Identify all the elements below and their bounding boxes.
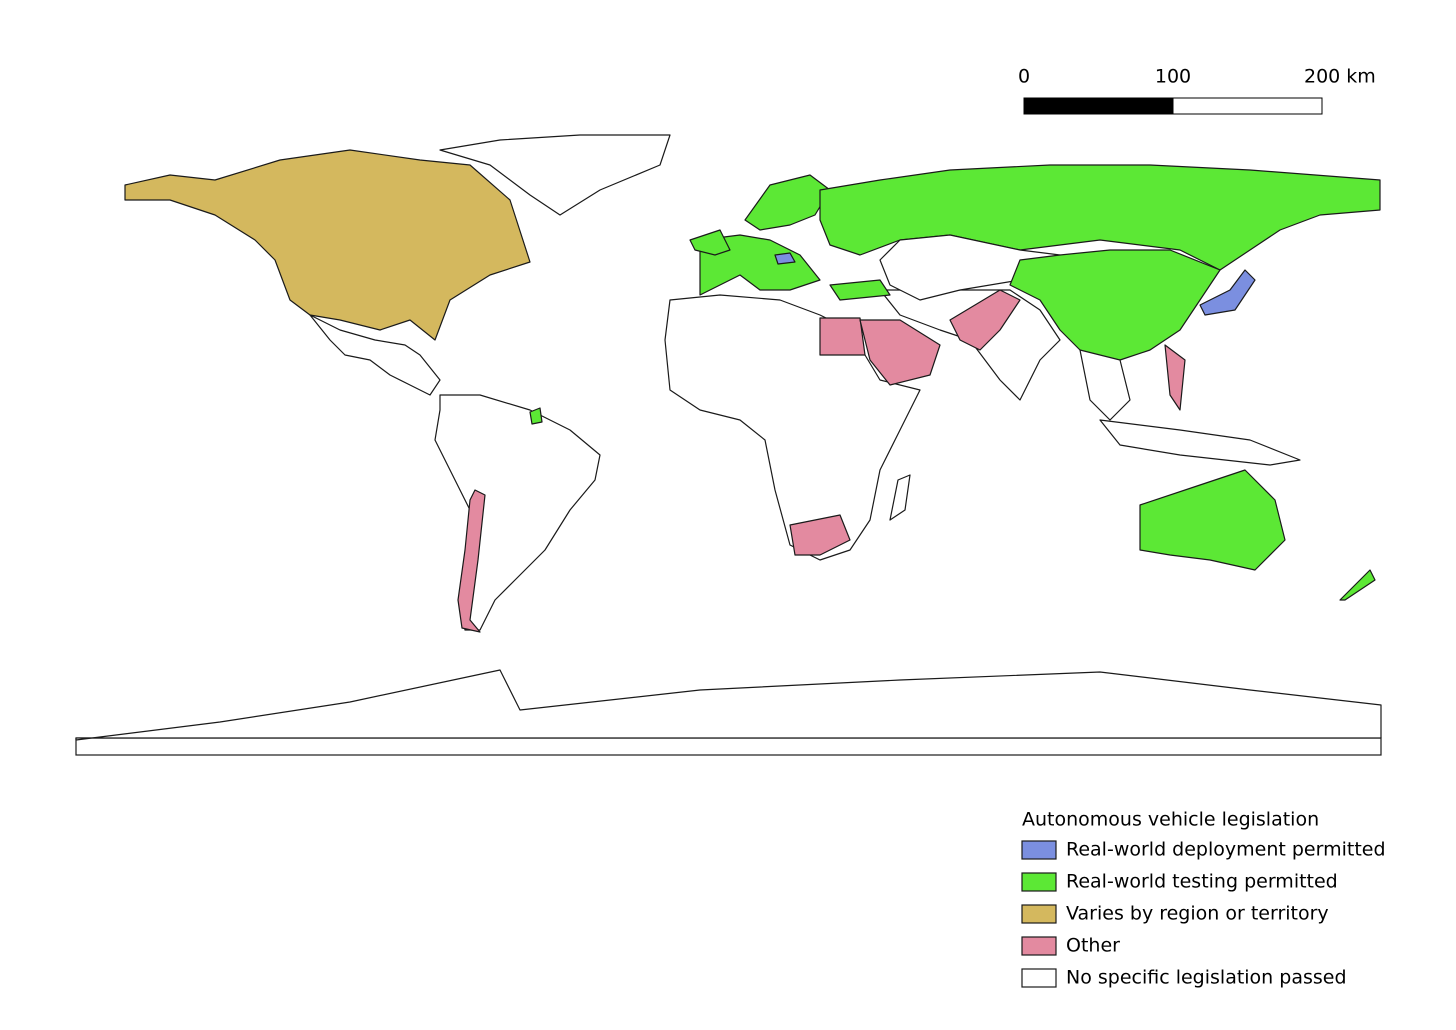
legend: Autonomous vehicle legislation Real-worl… <box>1021 809 1386 989</box>
legend-swatch <box>1021 968 1057 988</box>
scale-label: 100 <box>1155 66 1191 88</box>
central-europe <box>774 252 796 265</box>
north-america <box>124 149 531 341</box>
chile <box>457 489 486 633</box>
french-guiana <box>529 407 543 425</box>
map-frame-bottom <box>75 737 1382 756</box>
antarctica <box>75 669 1382 741</box>
scale-segment <box>1023 97 1174 115</box>
japan <box>1199 269 1256 316</box>
russia <box>819 164 1381 271</box>
scandinavia <box>744 174 831 231</box>
legend-swatch <box>1021 936 1057 956</box>
legend-label: No specific legislation passed <box>1066 967 1347 989</box>
philippines <box>1164 344 1186 411</box>
legend-swatch <box>1021 904 1057 924</box>
legend-label: Real-world deployment permitted <box>1066 839 1386 861</box>
new-zealand <box>1339 569 1376 601</box>
pakistan <box>949 289 1021 351</box>
southeast-asia <box>1079 349 1131 421</box>
legend-label: Real-world testing permitted <box>1066 871 1338 893</box>
legend-swatch <box>1021 840 1057 860</box>
central-america <box>309 314 441 396</box>
world-map <box>75 134 1382 756</box>
scale-label: 0 <box>1018 66 1030 88</box>
legend-title: Autonomous vehicle legislation <box>1022 809 1319 831</box>
china <box>1009 249 1221 361</box>
legend-label: Other <box>1066 935 1120 957</box>
britain <box>689 229 731 256</box>
legend-label: Varies by region or territory <box>1066 903 1329 925</box>
madagascar <box>889 474 911 521</box>
egypt <box>819 317 866 356</box>
legend-swatch <box>1021 872 1057 892</box>
indonesia <box>1099 419 1301 466</box>
turkey <box>829 279 891 301</box>
australia <box>1139 469 1286 571</box>
scale-segment <box>1172 97 1323 115</box>
south-africa <box>789 514 851 556</box>
scale-bar: 0 100 200 km <box>1018 66 1376 115</box>
greenland <box>439 134 671 216</box>
central-asia <box>879 234 1061 301</box>
scale-label: 200 km <box>1304 66 1376 88</box>
arabia <box>859 319 941 386</box>
